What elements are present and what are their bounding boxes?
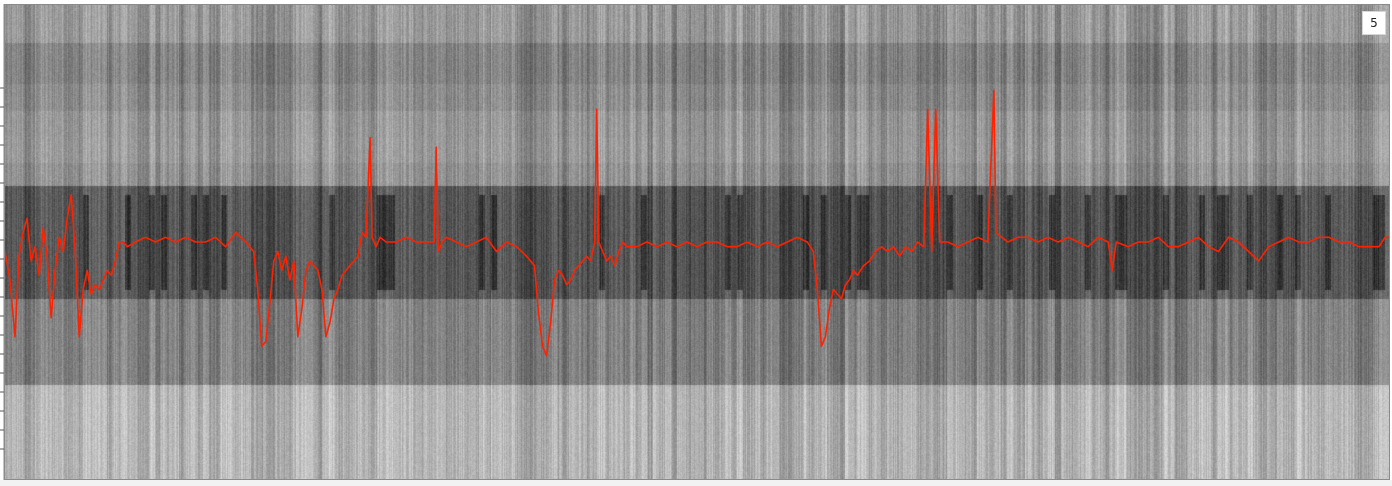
track-number-badge: 5 [1362,11,1386,35]
pitch-trace-line [5,89,1389,357]
pitch-trace-chart [5,89,1389,357]
y-axis-ticks [0,4,5,480]
spectrogram-panel: 5 [4,4,1390,480]
bottom-edge [0,480,1392,486]
spectrogram-image [5,5,1389,479]
